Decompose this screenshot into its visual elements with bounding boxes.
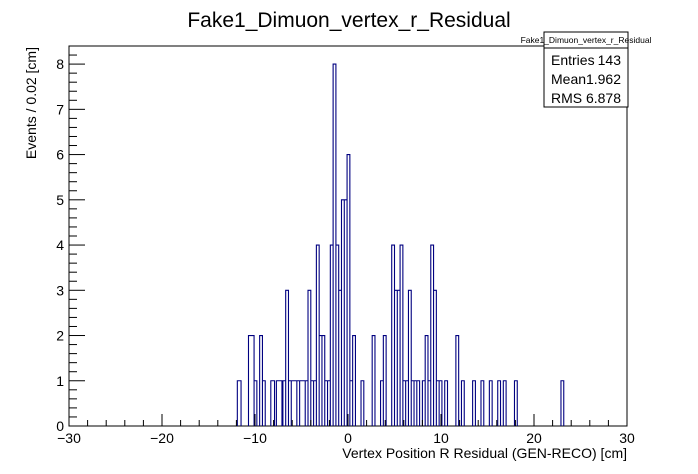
x-tick-label: 0 — [344, 430, 352, 446]
y-tick-label: 8 — [56, 56, 64, 72]
y-tick-label: 1 — [56, 373, 64, 389]
y-tick-label: 7 — [56, 101, 64, 117]
histogram-bin — [248, 336, 254, 426]
histogram-bin — [300, 381, 306, 426]
x-tick-label: 10 — [433, 430, 449, 446]
stats-rms-value: 6.878 — [586, 90, 621, 106]
stats-box-frame — [543, 31, 629, 108]
stats-mean-label: Mean — [551, 71, 586, 87]
plot-frame — [68, 45, 628, 427]
stats-entries-value: 143 — [598, 52, 622, 68]
histogram-bin — [291, 381, 297, 426]
x-tick-label: 20 — [526, 430, 542, 446]
x-tick-label: −20 — [150, 430, 174, 446]
x-axis-label: Vertex Position R Residual (GEN-RECO) [c… — [342, 445, 627, 461]
x-axis-ticks: −30 −20 −10 0 10 20 30 — [57, 414, 635, 446]
histogram-bin — [237, 381, 241, 426]
stats-mean-value: 1.962 — [586, 71, 621, 87]
y-tick-label: 3 — [56, 282, 64, 298]
y-axis-label: Events / 0.02 [cm] — [23, 47, 39, 159]
histogram-bin — [276, 381, 282, 426]
histogram-bin — [271, 381, 275, 426]
stats-rms-label: RMS — [551, 90, 582, 106]
histogram-outline — [236, 63, 565, 426]
y-axis-ticks: 0 1 2 3 4 5 6 7 8 — [56, 45, 85, 434]
x-tick-label: −30 — [57, 430, 81, 446]
plot-area: −30 −20 −10 0 10 20 30 0 1 2 3 4 5 6 7 8 — [56, 45, 635, 446]
stats-box: Fake1_Dimuon_vertex_r_Residual Entries 1… — [521, 31, 652, 108]
chart-title: Fake1_Dimuon_vertex_r_Residual — [187, 9, 510, 32]
y-tick-label: 4 — [56, 237, 64, 253]
y-tick-label: 6 — [56, 147, 64, 163]
y-tick-label: 0 — [56, 418, 64, 434]
y-tick-label: 2 — [56, 328, 64, 344]
x-tick-label: 30 — [619, 430, 635, 446]
stats-box-title: Fake1_Dimuon_vertex_r_Residual — [521, 35, 652, 45]
stats-entries-label: Entries — [551, 52, 595, 68]
y-tick-label: 5 — [56, 192, 64, 208]
x-tick-label: −10 — [243, 430, 267, 446]
